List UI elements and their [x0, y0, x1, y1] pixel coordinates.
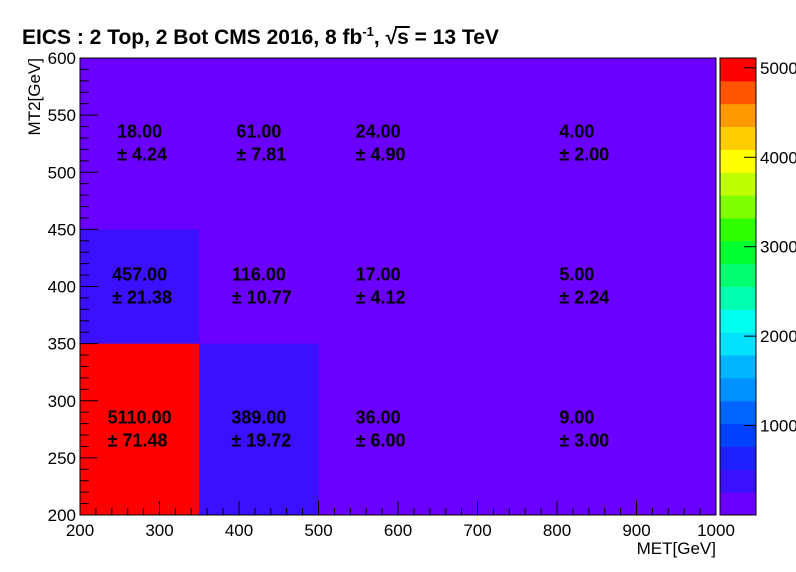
- cell-value-label: 389.00: [231, 407, 286, 427]
- y-tick-label: 600: [48, 49, 76, 68]
- cell-error-label: ± 71.48: [108, 430, 168, 450]
- palette-band: [720, 217, 756, 242]
- cell-value-label: 116.00: [232, 265, 286, 285]
- cell-value-label: 24.00: [356, 122, 401, 142]
- palette-band: [720, 400, 756, 425]
- x-tick-label: 300: [145, 521, 173, 540]
- x-tick-label: 1000: [697, 521, 735, 540]
- palette-frame: [719, 57, 757, 516]
- x-tick-label: 500: [304, 521, 332, 540]
- palette-band: [720, 58, 756, 82]
- z-tick-label: 1000: [760, 417, 796, 436]
- cell-error-label: ± 6.00: [356, 430, 406, 450]
- cell-value-label: 5.00: [559, 265, 594, 285]
- cell-error-label: ± 3.00: [559, 430, 609, 450]
- cell-value-label: 5110.00: [108, 407, 172, 427]
- x-tick-label: 200: [66, 521, 94, 540]
- cell-value-label: 36.00: [356, 407, 401, 427]
- palette-band: [720, 309, 756, 333]
- cell: [437, 58, 716, 230]
- y-tick-label: 250: [48, 449, 76, 468]
- y-tick-label: 550: [48, 106, 76, 125]
- cell-value-label: 18.00: [117, 122, 162, 142]
- x-tick-label: 900: [622, 521, 650, 540]
- chart-title: EICS : 2 Top, 2 Bot CMS 2016, 8 fb-1, √s…: [22, 24, 499, 49]
- cell: [318, 229, 438, 344]
- cell: [437, 229, 716, 344]
- palette-band: [720, 80, 756, 105]
- y-tick-label: 500: [48, 163, 76, 182]
- cell-error-label: ± 19.72: [231, 430, 291, 450]
- cell-error-label: ± 10.77: [232, 288, 292, 308]
- z-tick-label: 4000: [760, 148, 796, 167]
- palette-band: [720, 149, 756, 173]
- palette-band: [720, 469, 756, 493]
- cell-error-label: ± 4.90: [356, 145, 406, 165]
- cell: [199, 229, 319, 344]
- cell: [437, 343, 716, 515]
- palette-band: [720, 286, 756, 310]
- cell-error-label: ± 4.24: [117, 145, 167, 165]
- palette-band: [720, 195, 756, 219]
- palette-band: [720, 446, 756, 470]
- cell: [199, 58, 319, 230]
- x-axis-title: MET[GeV]: [637, 539, 716, 558]
- cell-error-label: ± 7.81: [236, 145, 286, 165]
- cell-value-label: 4.00: [559, 122, 594, 142]
- y-tick-label: 400: [48, 278, 76, 297]
- y-axis-title: MT2[GeV]: [25, 58, 44, 135]
- palette-band: [720, 423, 756, 447]
- x-tick-label: 400: [225, 521, 253, 540]
- y-tick-label: 200: [48, 506, 76, 525]
- palette-band: [720, 240, 756, 265]
- y-tick-label: 300: [48, 392, 76, 411]
- palette-band: [720, 172, 756, 196]
- z-tick-label: 2000: [760, 327, 796, 346]
- x-tick-label: 600: [384, 521, 412, 540]
- palette-band: [720, 355, 756, 379]
- z-tick-label: 5000: [760, 59, 796, 78]
- cell: [199, 343, 319, 515]
- cell-value-label: 457.00: [112, 265, 167, 285]
- cell: [80, 58, 200, 230]
- x-tick-label: 800: [543, 521, 571, 540]
- cell-value-label: 61.00: [236, 122, 281, 142]
- cell-error-label: ± 21.38: [112, 288, 172, 308]
- palette-band: [720, 263, 756, 287]
- cell-value-label: 9.00: [559, 407, 594, 427]
- cell: [80, 343, 200, 515]
- palette-band: [720, 492, 756, 516]
- x-tick-label: 700: [463, 521, 491, 540]
- y-tick-label: 350: [48, 335, 76, 354]
- cell-error-label: ± 2.00: [559, 145, 609, 165]
- palette-band: [720, 126, 756, 150]
- z-tick-label: 3000: [760, 238, 796, 257]
- cell-error-label: ± 2.24: [559, 288, 609, 308]
- cell-value-label: 17.00: [356, 265, 401, 285]
- cell: [80, 229, 200, 344]
- palette-band: [720, 377, 756, 402]
- cell-error-label: ± 4.12: [356, 288, 406, 308]
- cell: [318, 58, 438, 230]
- palette-band: [720, 332, 756, 356]
- y-tick-label: 450: [48, 220, 76, 239]
- palette-band: [720, 103, 756, 128]
- cell: [318, 343, 438, 515]
